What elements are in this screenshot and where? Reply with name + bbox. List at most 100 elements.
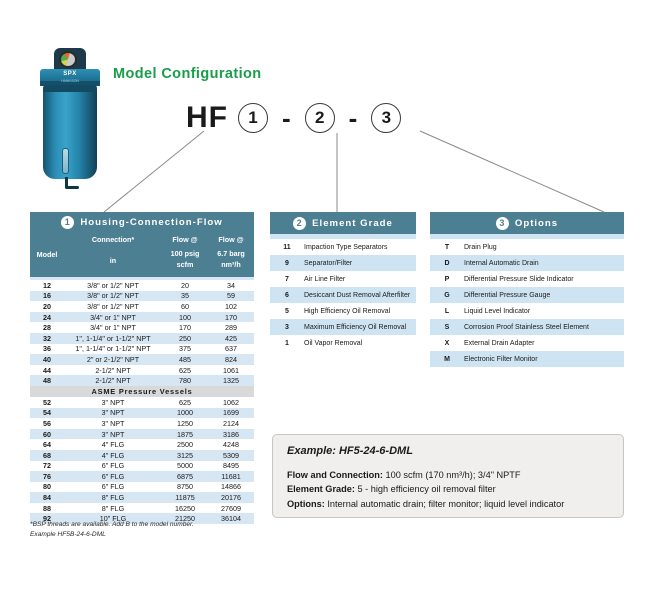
cell-flow-scfm: 5000	[177, 461, 193, 471]
cell-flow-scfm: 485	[179, 354, 191, 364]
table1-asme-body: 52 3" NPT 625 1062 54 3" NPT 1000 1699 56 3" NPT 1…	[30, 397, 254, 525]
cell-code: 3	[285, 323, 289, 331]
table3-number-badge: 3	[495, 216, 509, 230]
cell-description: Separator/Filter	[304, 259, 353, 267]
cell-flow-scfm: 35	[181, 291, 189, 301]
table-row: S Corrosion Proof Stainless Steel Element	[430, 319, 624, 335]
cell-flow-nm3h: 27609	[221, 503, 241, 513]
table-row: 64 4" FLG 2500 4248	[30, 439, 254, 450]
cell-model: 80	[43, 482, 51, 492]
cell-model: 64	[43, 440, 51, 450]
table-row: 88 8" FLG 16250 27609	[30, 503, 254, 514]
cell-model: 52	[43, 397, 51, 407]
table2-header: 2 Element Grade	[270, 212, 416, 234]
cell-flow-nm3h: 3186	[223, 429, 239, 439]
cell-description: Maximum Efficiency Oil Removal	[304, 323, 407, 331]
table-row: X External Drain Adapter	[430, 335, 624, 351]
cell-connection: 6" FLG	[101, 482, 125, 492]
cell-flow-scfm: 16250	[175, 503, 195, 513]
cell-connection: 8" FLG	[101, 493, 125, 503]
table-row: 28 3/4" or 1" NPT 170 289	[30, 322, 254, 333]
table-row: P Differential Pressure Slide Indicator	[430, 271, 624, 287]
table-row: 52 3" NPT 625 1062	[30, 397, 254, 408]
cell-code: S	[444, 323, 450, 331]
cell-description: Air Line Filter	[304, 275, 346, 283]
header-model: Model	[36, 249, 58, 259]
table3-title: Options	[514, 217, 559, 229]
table-row: 56 3" NPT 1250 2124	[30, 418, 254, 429]
cell-model: 20	[43, 301, 51, 311]
cell-connection: 3/8" or 1/2" NPT	[87, 291, 139, 301]
cell-model: 36	[43, 344, 51, 354]
cell-flow-nm3h: 11681	[221, 471, 241, 481]
example-flow-value: 100 scfm (170 nm³/h); 3/4" NPTF	[385, 470, 521, 480]
example-options-label: Options:	[287, 498, 325, 509]
footnote-line-2: Example HF5B-24-6-DML	[30, 530, 106, 538]
cell-flow-nm3h: 637	[225, 344, 237, 354]
cell-connection: 1", 1-1/4" or 1-1/2" NPT	[75, 344, 151, 354]
cell-description: Corrosion Proof Stainless Steel Element	[464, 323, 589, 331]
cell-code: M	[444, 355, 450, 363]
cell-flow-scfm: 1000	[177, 408, 193, 418]
cell-flow-nm3h: 59	[227, 291, 235, 301]
table-row: 60 3" NPT 1875 3186	[30, 428, 254, 440]
cell-model: 32	[43, 333, 51, 343]
table-row: M Electronic Filter Monitor	[430, 351, 624, 367]
table-row: 80 6" FLG 8750 14866	[30, 482, 254, 493]
cell-flow-nm3h: 425	[225, 333, 237, 343]
cell-connection: 3/8" or 1/2" NPT	[87, 280, 139, 290]
formula-dash-1: -	[282, 102, 291, 133]
cell-flow-scfm: 1250	[177, 418, 193, 428]
cell-code: 9	[285, 259, 289, 267]
cell-flow-scfm: 625	[179, 397, 191, 407]
table-row: 12 3/8" or 1/2" NPT 20 34	[30, 280, 254, 291]
header-connection: Connection*	[91, 235, 135, 244]
cell-flow-nm3h: 289	[225, 323, 237, 333]
cell-model: 16	[43, 291, 51, 301]
cell-flow-scfm: 625	[179, 365, 191, 375]
filter-bowl-top	[43, 85, 97, 92]
cell-flow-scfm: 250	[179, 333, 191, 343]
table2-body: 11 Impaction Type Separators 9 Separator/Fi…	[270, 239, 416, 351]
cell-description: Liquid Level Indicator	[464, 307, 531, 315]
cell-flow-nm3h: 14866	[221, 482, 241, 492]
header-flow2-line2: 6.7 barg	[217, 249, 245, 259]
cell-connection: 3/4" or 1" NPT	[90, 312, 136, 322]
cell-connection: 2-1/2" NPT	[95, 376, 131, 386]
cell-model: 28	[43, 323, 51, 333]
cell-flow-scfm: 780	[179, 376, 191, 386]
cell-connection: 3/4" or 1" NPT	[90, 323, 136, 333]
cell-code: 11	[283, 243, 291, 251]
cell-code: X	[444, 339, 450, 347]
table-row: 1 Oil Vapor Removal	[270, 335, 416, 351]
cell-flow-nm3h: 5309	[223, 450, 239, 460]
table-row: 54 3" NPT 1000 1699	[30, 407, 254, 419]
header-flow1-line1: Flow @	[172, 235, 198, 244]
table-row: 3 Maximum Efficiency Oil Removal	[270, 319, 416, 335]
cell-description: Differential Pressure Slide Indicator	[464, 275, 574, 283]
table1-footnote: *BSP threads are available. Add B to the…	[30, 520, 260, 540]
cell-connection: 8" FLG	[101, 503, 125, 513]
cell-flow-scfm: 21250	[175, 514, 195, 524]
example-box: Example: HF5-24-6-DML Flow and Connectio…	[272, 434, 624, 518]
table3-header-spacer	[430, 234, 624, 239]
example-flow-label: Flow and Connection:	[287, 470, 383, 480]
cell-connection: 1", 1-1/4" or 1-1/2" NPT	[75, 333, 151, 343]
footnote-line-1: *BSP threads are available. Add B to the…	[30, 521, 194, 528]
cell-description: Oil Vapor Removal	[304, 339, 363, 347]
table-row: 6 Desiccant Dust Removal Afterfilter	[270, 287, 416, 303]
sub-brand-logo: HANKISON	[61, 79, 79, 83]
cell-flow-nm3h: 170	[225, 312, 237, 322]
cell-connection: 6" FLG	[101, 461, 125, 471]
example-flow-line: Flow and Connection: 100 scfm (170 nm³/h…	[287, 468, 609, 482]
cell-model: 76	[43, 471, 51, 481]
pressure-gauge-icon	[59, 51, 77, 68]
cell-flow-nm3h: 1062	[223, 397, 239, 407]
table-element-grade: 2 Element Grade 11 Impaction Type Separat…	[270, 212, 416, 351]
cell-flow-scfm: 60	[181, 301, 189, 311]
filter-bowl	[43, 85, 97, 179]
table-row: 9 Separator/Filter	[270, 255, 416, 271]
formula-token-2: 2	[304, 103, 335, 133]
cell-model: 54	[43, 408, 51, 418]
formula-token-1: 1	[238, 103, 268, 133]
